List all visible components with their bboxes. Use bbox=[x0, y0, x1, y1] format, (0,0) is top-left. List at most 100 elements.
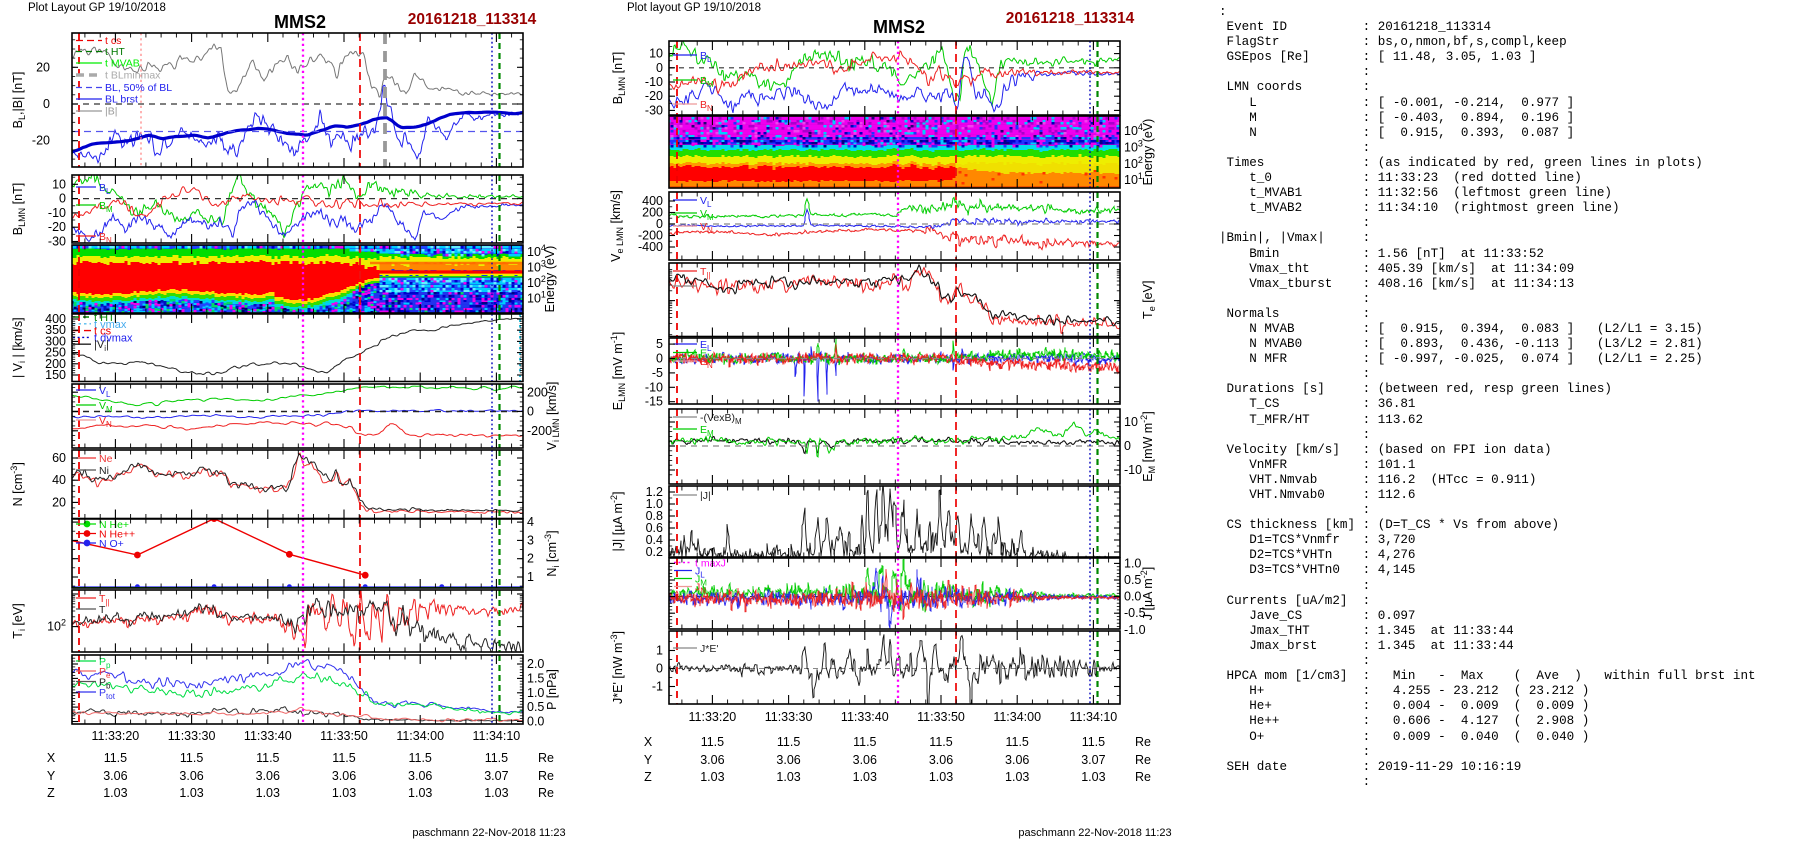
svg-text:0: 0 bbox=[43, 97, 50, 111]
svg-text:11:33:40: 11:33:40 bbox=[244, 729, 292, 743]
svg-text:EM [mW m-2]: EM [mW m-2] bbox=[1139, 411, 1157, 481]
svg-text:0.0: 0.0 bbox=[527, 715, 544, 729]
svg-text:11:34:00: 11:34:00 bbox=[993, 710, 1041, 724]
svg-text:11.5: 11.5 bbox=[485, 751, 508, 765]
svg-text:10: 10 bbox=[1124, 415, 1138, 429]
svg-text:VN: VN bbox=[700, 221, 713, 235]
svg-text:5: 5 bbox=[656, 337, 663, 351]
svg-text:BN: BN bbox=[700, 99, 713, 113]
svg-text:paschmann 22-Nov-2018 11:23: paschmann 22-Nov-2018 11:23 bbox=[412, 827, 565, 839]
svg-text:JN: JN bbox=[695, 582, 706, 596]
svg-text:|B|: |B| bbox=[105, 106, 117, 118]
svg-text:0: 0 bbox=[59, 192, 66, 206]
svg-text:0: 0 bbox=[656, 217, 663, 231]
svg-text:11.5: 11.5 bbox=[256, 751, 279, 765]
svg-text:1.03: 1.03 bbox=[1005, 770, 1029, 784]
svg-text:MMS2: MMS2 bbox=[873, 17, 925, 37]
svg-text:0: 0 bbox=[656, 61, 663, 75]
svg-text:-20: -20 bbox=[645, 89, 663, 103]
svg-text:t HT: t HT bbox=[105, 46, 125, 58]
svg-text:t cs: t cs bbox=[94, 326, 112, 338]
svg-text:Te [eV]: Te [eV] bbox=[1141, 281, 1157, 319]
svg-text:400: 400 bbox=[45, 312, 66, 326]
svg-text:-0.5: -0.5 bbox=[1124, 606, 1146, 620]
svg-text:-10: -10 bbox=[48, 206, 66, 220]
svg-text:3.06: 3.06 bbox=[256, 769, 280, 783]
svg-text:0.4: 0.4 bbox=[646, 533, 663, 547]
svg-text:11.5: 11.5 bbox=[777, 735, 800, 749]
svg-text:0.6: 0.6 bbox=[646, 521, 663, 535]
svg-text:0.5: 0.5 bbox=[527, 700, 544, 714]
svg-text:10: 10 bbox=[649, 47, 663, 61]
svg-text:-200: -200 bbox=[638, 229, 663, 243]
svg-text:0: 0 bbox=[656, 662, 663, 676]
svg-text:BL: BL bbox=[700, 50, 712, 64]
svg-text:3: 3 bbox=[527, 533, 534, 547]
svg-text:T: T bbox=[99, 604, 106, 616]
svg-text:3.07: 3.07 bbox=[1081, 753, 1105, 767]
svg-text:BL: BL bbox=[99, 182, 111, 196]
svg-text:Re: Re bbox=[538, 786, 554, 800]
svg-text:Energy (eV): Energy (eV) bbox=[1141, 119, 1155, 186]
svg-text:BM: BM bbox=[700, 75, 714, 89]
svg-text:Z: Z bbox=[47, 786, 55, 800]
svg-text:t BLminmax: t BLminmax bbox=[105, 70, 161, 82]
svg-text:11.5: 11.5 bbox=[1082, 735, 1105, 749]
svg-text:1.03: 1.03 bbox=[256, 786, 280, 800]
svg-text:1.03: 1.03 bbox=[484, 786, 508, 800]
svg-text:3.06: 3.06 bbox=[853, 753, 877, 767]
svg-text:-1.0: -1.0 bbox=[1124, 623, 1146, 637]
svg-text:Re: Re bbox=[538, 769, 554, 783]
svg-text:Re: Re bbox=[538, 751, 554, 765]
svg-text:Re: Re bbox=[1135, 770, 1151, 784]
svg-text:Energy (eV): Energy (eV) bbox=[543, 246, 557, 313]
svg-text:1.03: 1.03 bbox=[700, 770, 724, 784]
svg-text:20: 20 bbox=[52, 495, 66, 509]
svg-text:Re: Re bbox=[1135, 753, 1151, 767]
svg-text:-10: -10 bbox=[645, 380, 663, 394]
svg-text:t cs: t cs bbox=[105, 35, 121, 47]
svg-text:3.06: 3.06 bbox=[700, 753, 724, 767]
svg-text:-10: -10 bbox=[1124, 463, 1142, 477]
svg-text:400: 400 bbox=[642, 194, 663, 208]
svg-text:3.06: 3.06 bbox=[929, 753, 953, 767]
svg-text:P [nPa]: P [nPa] bbox=[545, 669, 559, 710]
svg-text:1.03: 1.03 bbox=[853, 770, 877, 784]
svg-text:250: 250 bbox=[45, 346, 66, 360]
svg-text:Plot Layout GP 19/10/2018: Plot Layout GP 19/10/2018 bbox=[28, 2, 166, 14]
svg-text:1.03: 1.03 bbox=[1081, 770, 1105, 784]
svg-text:T||: T|| bbox=[99, 593, 110, 607]
svg-text:11.5: 11.5 bbox=[929, 735, 952, 749]
svg-text:1.03: 1.03 bbox=[179, 786, 203, 800]
svg-text:1.0: 1.0 bbox=[527, 686, 544, 700]
svg-text:11:33:50: 11:33:50 bbox=[320, 729, 368, 743]
svg-text:150: 150 bbox=[45, 368, 66, 382]
svg-text:1: 1 bbox=[656, 644, 663, 658]
svg-text:1.5: 1.5 bbox=[527, 671, 544, 685]
svg-text:0: 0 bbox=[1124, 439, 1131, 453]
svg-text:t maxJ: t maxJ bbox=[695, 558, 726, 570]
svg-text:Y: Y bbox=[644, 753, 653, 767]
svg-text:VN: VN bbox=[99, 415, 112, 429]
svg-text:Vi LMN [km/s]: Vi LMN [km/s] bbox=[545, 382, 561, 451]
svg-text:10: 10 bbox=[52, 177, 66, 191]
svg-text:EM: EM bbox=[700, 424, 714, 438]
svg-text:Ne: Ne bbox=[99, 453, 113, 465]
svg-text:-10: -10 bbox=[645, 75, 663, 89]
svg-text:MMS2: MMS2 bbox=[274, 12, 326, 32]
svg-text:11.5: 11.5 bbox=[104, 751, 127, 765]
svg-text:40: 40 bbox=[52, 473, 66, 487]
svg-text:0.5: 0.5 bbox=[1124, 573, 1141, 587]
svg-text:N O+: N O+ bbox=[99, 538, 124, 550]
svg-text:VM: VM bbox=[99, 400, 113, 414]
svg-text:1: 1 bbox=[527, 570, 534, 584]
svg-text:1.03: 1.03 bbox=[408, 786, 432, 800]
svg-text:11.5: 11.5 bbox=[180, 751, 203, 765]
svg-text:11.5: 11.5 bbox=[853, 735, 876, 749]
svg-text:-1: -1 bbox=[652, 680, 663, 694]
svg-text:Ni [cm-3]: Ni [cm-3] bbox=[543, 530, 561, 576]
svg-text:4: 4 bbox=[527, 515, 534, 529]
svg-text:20161218_113314: 20161218_113314 bbox=[408, 11, 537, 28]
svg-text:11:33:50: 11:33:50 bbox=[917, 710, 965, 724]
svg-text:1.03: 1.03 bbox=[332, 786, 356, 800]
